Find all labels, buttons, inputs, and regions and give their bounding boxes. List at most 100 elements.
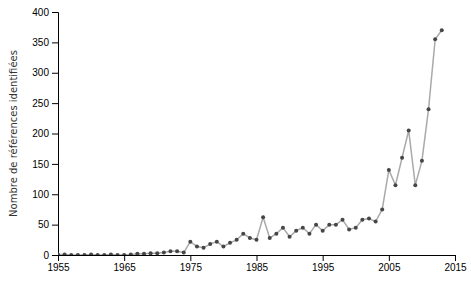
point <box>182 251 186 255</box>
line <box>58 30 442 255</box>
point <box>228 241 232 245</box>
tick-label: 200 <box>32 128 49 139</box>
point <box>58 252 60 255</box>
point <box>135 252 139 255</box>
point <box>168 249 172 253</box>
tick-label: 2015 <box>444 262 467 273</box>
x-axis: 1955 1965 1975 1985 1995 2005 2015 <box>47 255 467 273</box>
tick-mark <box>323 255 324 261</box>
point <box>407 128 411 132</box>
tick-label: 350 <box>32 37 49 48</box>
tick: 350 <box>32 37 58 48</box>
point <box>440 28 444 32</box>
tick-mark <box>52 134 58 135</box>
tick-mark <box>52 194 58 195</box>
tick: 50 <box>38 219 58 230</box>
point <box>288 235 292 239</box>
tick-mark <box>52 255 58 256</box>
point <box>208 242 212 246</box>
tick-label: 1975 <box>180 262 203 273</box>
tick: 200 <box>32 128 58 139</box>
tick-label: 1985 <box>246 262 269 273</box>
tick-mark <box>455 255 456 261</box>
tick-label: 150 <box>32 159 49 170</box>
tick-label: 0 <box>43 250 49 261</box>
point <box>314 223 318 227</box>
y-axis-title: Nombre de références identifiées <box>8 50 19 217</box>
point <box>89 252 93 255</box>
point <box>268 236 272 240</box>
tick-label: 300 <box>32 67 49 78</box>
tick-label: 400 <box>32 7 49 18</box>
tick: 150 <box>32 159 58 170</box>
point <box>327 223 331 227</box>
point <box>367 217 371 221</box>
tick-label: 1965 <box>114 262 137 273</box>
point <box>162 251 166 255</box>
point <box>387 168 391 172</box>
tick-label: 250 <box>32 98 49 109</box>
plot: 1955 1965 1975 1985 1995 2005 2015 0 50 100 150 200… <box>32 7 467 273</box>
point <box>427 107 431 111</box>
tick-mark <box>124 255 125 261</box>
point <box>248 236 252 240</box>
point <box>294 229 298 233</box>
point <box>255 238 259 242</box>
tick-mark <box>389 255 390 261</box>
point <box>122 253 126 255</box>
point <box>142 252 146 255</box>
axis-line <box>52 13 59 256</box>
point <box>116 253 120 255</box>
tick-mark <box>52 73 58 74</box>
tick: 1995 <box>312 255 335 273</box>
point <box>347 227 351 231</box>
point <box>301 226 305 230</box>
point <box>221 244 225 248</box>
point <box>354 226 358 230</box>
chart: 1955 1965 1975 1985 1995 2005 2015 0 50 100 150 200… <box>0 0 471 281</box>
point <box>76 253 80 255</box>
tick: 0 <box>43 250 58 261</box>
tick-label: 1995 <box>312 262 335 273</box>
point <box>393 183 397 187</box>
point <box>149 251 153 255</box>
tick: 1975 <box>180 255 203 273</box>
point <box>334 223 338 227</box>
point <box>235 238 239 242</box>
tick-mark <box>190 255 191 261</box>
point <box>341 218 345 222</box>
point <box>420 159 424 163</box>
tick: 300 <box>32 67 58 78</box>
point <box>202 246 206 250</box>
point <box>82 253 86 255</box>
tick: 1965 <box>114 255 137 273</box>
point <box>69 253 73 255</box>
tick-mark <box>52 12 58 13</box>
tick: 1985 <box>246 255 269 273</box>
tick-label: 50 <box>38 219 50 230</box>
point <box>413 183 417 187</box>
point <box>360 218 364 222</box>
tick: 100 <box>32 189 58 200</box>
tick-label: 1955 <box>47 262 70 273</box>
tick: 250 <box>32 98 58 109</box>
point <box>215 240 219 244</box>
point <box>307 232 311 236</box>
tick-mark <box>257 255 258 261</box>
tick-mark <box>52 225 58 226</box>
tick-label: 2005 <box>378 262 401 273</box>
point <box>374 220 378 224</box>
point <box>175 249 179 253</box>
point <box>188 240 192 244</box>
tick: 1955 <box>47 255 70 273</box>
point <box>195 244 199 248</box>
point <box>281 226 285 230</box>
tick: 2005 <box>378 255 401 273</box>
point <box>433 37 437 41</box>
tick-mark <box>52 164 58 165</box>
point <box>241 232 245 236</box>
tick-mark <box>52 42 58 43</box>
tick: 2015 <box>444 255 467 273</box>
point <box>109 252 113 255</box>
point <box>129 252 133 255</box>
